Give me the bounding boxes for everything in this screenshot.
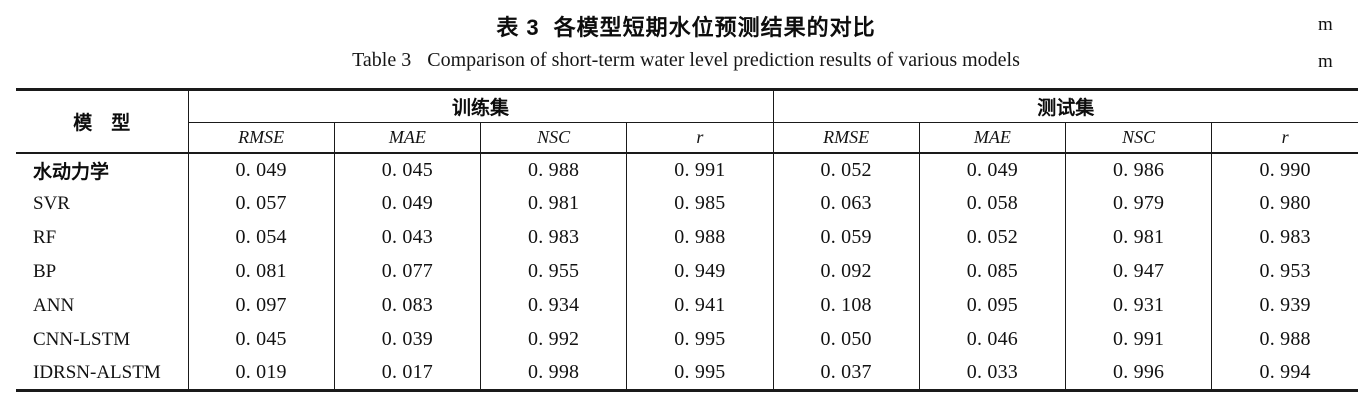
- train-mae-value: 0. 017: [334, 356, 482, 391]
- column-header-train-mae: MAE: [334, 122, 482, 154]
- unit-label-bottom: m: [1318, 51, 1333, 72]
- results-table: 模 型 训练集 测试集 RMSE MAE NSC r RMSE MAE NSC …: [16, 88, 1358, 392]
- model-name: 水动力学: [16, 152, 189, 187]
- column-header-test-r: r: [1211, 122, 1358, 154]
- model-name: RF: [16, 220, 189, 255]
- test-r-value: 0. 988: [1259, 328, 1311, 350]
- table-row: 水动力学 0. 049 0. 045 0. 988 0. 991 0. 052 …: [16, 152, 1358, 187]
- test-nsc-value: 0. 931: [1065, 288, 1213, 323]
- test-rmse-value: 0. 037: [773, 356, 920, 391]
- table-row: BP 0. 081 0. 077 0. 955 0. 949 0. 092 0.…: [16, 254, 1358, 289]
- table-number-zh: 表 3: [496, 15, 540, 40]
- train-nsc-value: 0. 988: [480, 152, 628, 187]
- table-title-zh: 表 3 各模型短期水位预测结果的对比: [0, 10, 1372, 42]
- train-nsc-value: 0. 981: [480, 186, 628, 221]
- table-title-zh-text: 各模型短期水位预测结果的对比: [553, 15, 876, 40]
- column-group-train: 训练集: [188, 89, 774, 123]
- test-nsc-value: 0. 986: [1065, 152, 1213, 187]
- table-title-en-text: Comparison of short-term water level pre…: [427, 49, 1020, 71]
- model-name: SVR: [16, 186, 189, 221]
- train-r-value: 0. 991: [626, 152, 774, 187]
- test-r-value: 0. 994: [1259, 361, 1311, 384]
- test-nsc-value: 0. 947: [1065, 254, 1213, 289]
- test-mae-value: 0. 085: [919, 254, 1067, 289]
- model-name: BP: [16, 254, 189, 289]
- train-mae-value: 0. 043: [334, 220, 482, 255]
- test-rmse-value: 0. 050: [773, 322, 920, 357]
- train-nsc-value: 0. 998: [480, 356, 628, 391]
- test-r-value: 0. 983: [1259, 226, 1311, 248]
- table-title-en: Table 3 Comparison of short-term water le…: [0, 49, 1372, 72]
- train-mae-value: 0. 083: [334, 288, 482, 323]
- test-r-value: 0. 990: [1259, 158, 1311, 181]
- test-rmse-value: 0. 052: [773, 152, 920, 187]
- test-r-value: 0. 953: [1259, 260, 1311, 282]
- table-row: RF 0. 054 0. 043 0. 983 0. 988 0. 059 0.…: [16, 220, 1358, 255]
- train-r-value: 0. 985: [626, 186, 774, 221]
- column-header-train-r: r: [626, 122, 774, 154]
- table-row: CNN-LSTM 0. 045 0. 039 0. 992 0. 995 0. …: [16, 322, 1358, 357]
- train-nsc-value: 0. 992: [480, 322, 628, 357]
- test-nsc-value: 0. 996: [1065, 356, 1213, 391]
- train-mae-value: 0. 049: [334, 186, 482, 221]
- train-rmse-value: 0. 097: [188, 288, 335, 323]
- train-r-value: 0. 941: [626, 288, 774, 323]
- test-mae-value: 0. 033: [919, 356, 1067, 391]
- column-header-train-nsc: NSC: [480, 122, 628, 154]
- test-r-value: 0. 980: [1259, 192, 1311, 214]
- train-rmse-value: 0. 057: [188, 186, 335, 221]
- train-r-value: 0. 988: [626, 220, 774, 255]
- table-row: IDRSN-ALSTM 0. 019 0. 017 0. 998 0. 995 …: [16, 356, 1358, 391]
- table-row: ANN 0. 097 0. 083 0. 934 0. 941 0. 108 0…: [16, 288, 1358, 323]
- train-rmse-value: 0. 045: [188, 322, 335, 357]
- model-name: IDRSN-ALSTM: [16, 356, 189, 391]
- model-name: CNN-LSTM: [16, 322, 189, 357]
- column-header-test-rmse: RMSE: [773, 122, 920, 154]
- train-nsc-value: 0. 983: [480, 220, 628, 255]
- test-nsc-value: 0. 979: [1065, 186, 1213, 221]
- test-mae-value: 0. 052: [919, 220, 1067, 255]
- train-rmse-value: 0. 019: [188, 356, 335, 391]
- table-row: SVR 0. 057 0. 049 0. 981 0. 985 0. 063 0…: [16, 186, 1358, 221]
- table-number-en: Table 3: [352, 49, 412, 71]
- test-mae-value: 0. 095: [919, 288, 1067, 323]
- train-mae-value: 0. 039: [334, 322, 482, 357]
- test-nsc-value: 0. 991: [1065, 322, 1213, 357]
- test-mae-value: 0. 058: [919, 186, 1067, 221]
- test-mae-value: 0. 046: [919, 322, 1067, 357]
- column-header-test-nsc: NSC: [1065, 122, 1213, 154]
- unit-label-top: m: [1318, 14, 1333, 35]
- test-mae-value: 0. 049: [919, 152, 1067, 187]
- train-mae-value: 0. 077: [334, 254, 482, 289]
- train-rmse-value: 0. 081: [188, 254, 335, 289]
- train-nsc-value: 0. 934: [480, 288, 628, 323]
- model-name: ANN: [16, 288, 189, 323]
- train-mae-value: 0. 045: [334, 152, 482, 187]
- train-r-value: 0. 995: [626, 356, 774, 391]
- train-r-value: 0. 995: [626, 322, 774, 357]
- column-group-test: 测试集: [773, 89, 1358, 123]
- test-rmse-value: 0. 108: [773, 288, 920, 323]
- column-header-train-rmse: RMSE: [188, 122, 335, 154]
- test-rmse-value: 0. 059: [773, 220, 920, 255]
- train-rmse-value: 0. 049: [188, 152, 335, 187]
- column-header-model: 模 型: [16, 89, 189, 154]
- train-nsc-value: 0. 955: [480, 254, 628, 289]
- test-rmse-value: 0. 063: [773, 186, 920, 221]
- test-r-value: 0. 939: [1259, 294, 1311, 316]
- column-header-test-mae: MAE: [919, 122, 1067, 154]
- test-nsc-value: 0. 981: [1065, 220, 1213, 255]
- train-r-value: 0. 949: [626, 254, 774, 289]
- test-rmse-value: 0. 092: [773, 254, 920, 289]
- train-rmse-value: 0. 054: [188, 220, 335, 255]
